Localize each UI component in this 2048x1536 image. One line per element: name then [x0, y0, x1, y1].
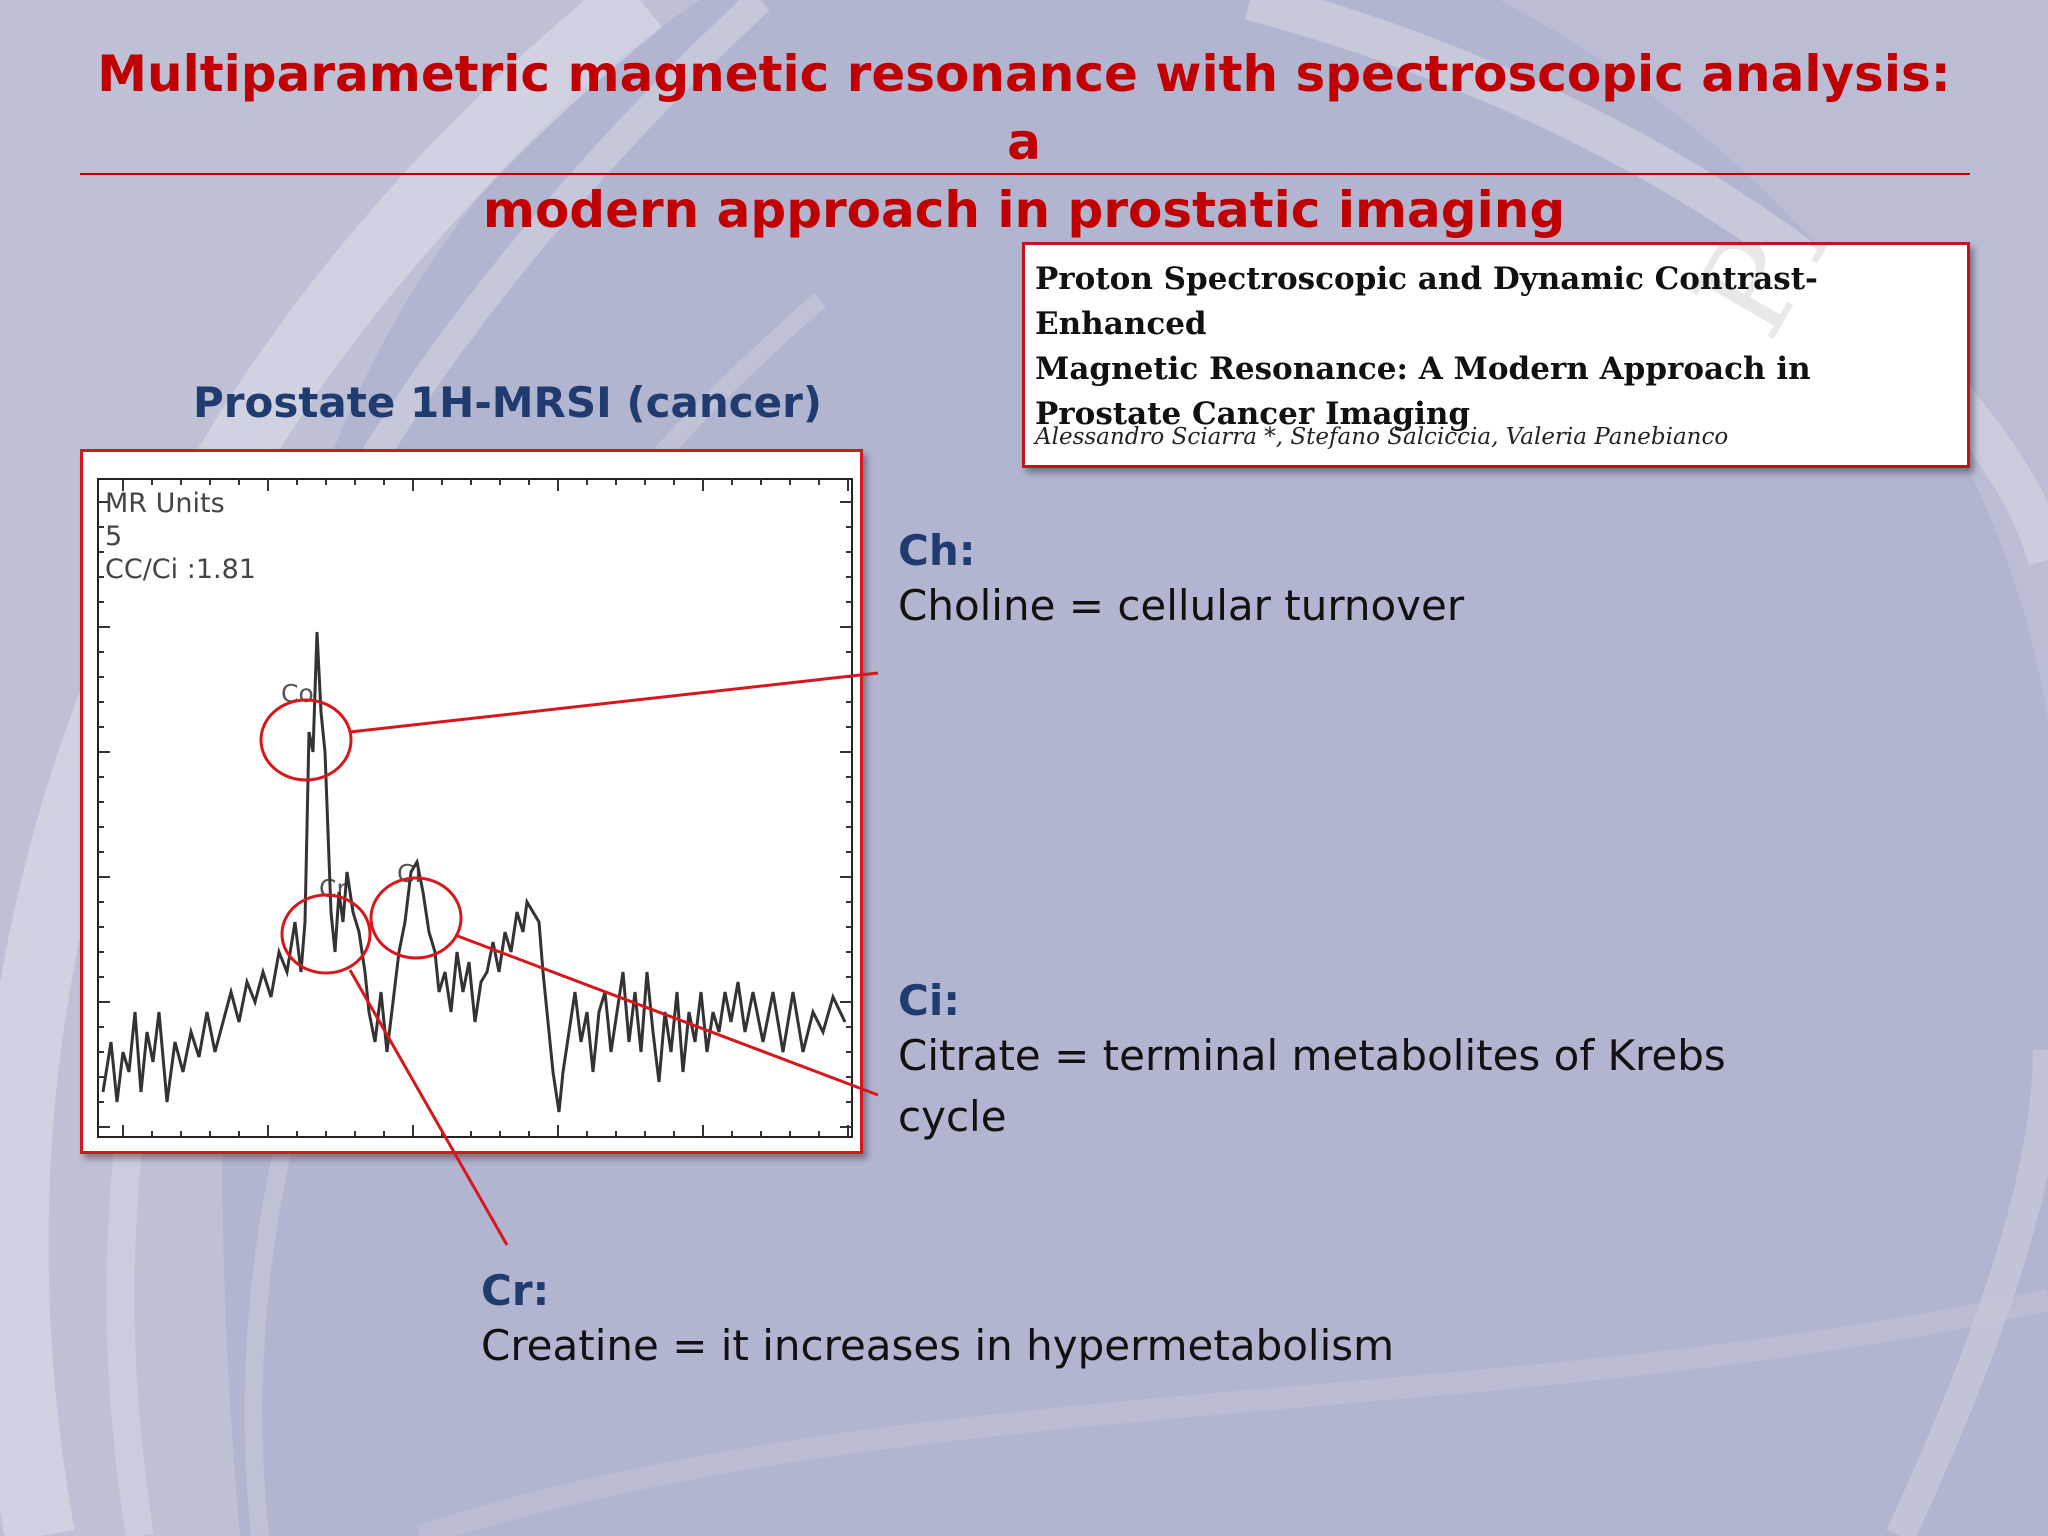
- citrate-definition: Ci: Citrate = terminal metabolites of Kr…: [898, 976, 1726, 1147]
- reference-title-line2: Magnetic Resonance: A Modern Approach in: [1035, 351, 1811, 387]
- spectrum-header-scale: 5: [105, 521, 122, 552]
- peak-label-co: Co: [281, 679, 314, 708]
- spectrum-label: Prostate 1H-MRSI (cancer): [193, 378, 823, 427]
- slide-title-line2: modern approach in prostatic imaging: [482, 181, 1566, 239]
- spectrum-figure: MR Units 5 CC/Ci :1.81 Co Cr Ci: [80, 449, 863, 1154]
- creatine-text: Creatine = it increases in hypermetaboli…: [481, 1321, 1395, 1370]
- title-underline: [80, 173, 1970, 175]
- choline-heading: Ch:: [898, 526, 976, 575]
- creatine-definition: Cr: Creatine = it increases in hypermeta…: [481, 1266, 1394, 1376]
- citrate-text-line1: Citrate = terminal metabolites of Krebs: [898, 1031, 1726, 1080]
- reference-title: Proton Spectroscopic and Dynamic Contras…: [1035, 257, 1965, 437]
- citrate-text-line2: cycle: [898, 1092, 1007, 1141]
- creatine-heading: Cr:: [481, 1266, 550, 1315]
- choline-text: Choline = cellular turnover: [898, 581, 1465, 630]
- spectrum-header-units: MR Units: [105, 488, 225, 519]
- reference-title-line1: Proton Spectroscopic and Dynamic Contras…: [1035, 261, 1818, 342]
- choline-definition: Ch: Choline = cellular turnover: [898, 526, 1464, 636]
- reference-title-line3: Prostate Cancer Imaging: [1035, 396, 1471, 432]
- citrate-heading: Ci:: [898, 976, 961, 1025]
- reference-card: PRO Proton Spectroscopic and Dynamic Con…: [1022, 242, 1970, 468]
- peak-label-cr: Cr: [319, 874, 347, 903]
- slide-title-line1: Multiparametric magnetic resonance with …: [97, 45, 1951, 171]
- reference-authors: Alessandro Sciarra *, Stefano Salciccia,…: [1035, 424, 1729, 450]
- slide-title: Multiparametric magnetic resonance with …: [90, 40, 1958, 244]
- spectrum-header-ratio: CC/Ci :1.81: [105, 554, 256, 585]
- spectrum-plot: MR Units 5 CC/Ci :1.81 Co Cr Ci: [97, 478, 853, 1138]
